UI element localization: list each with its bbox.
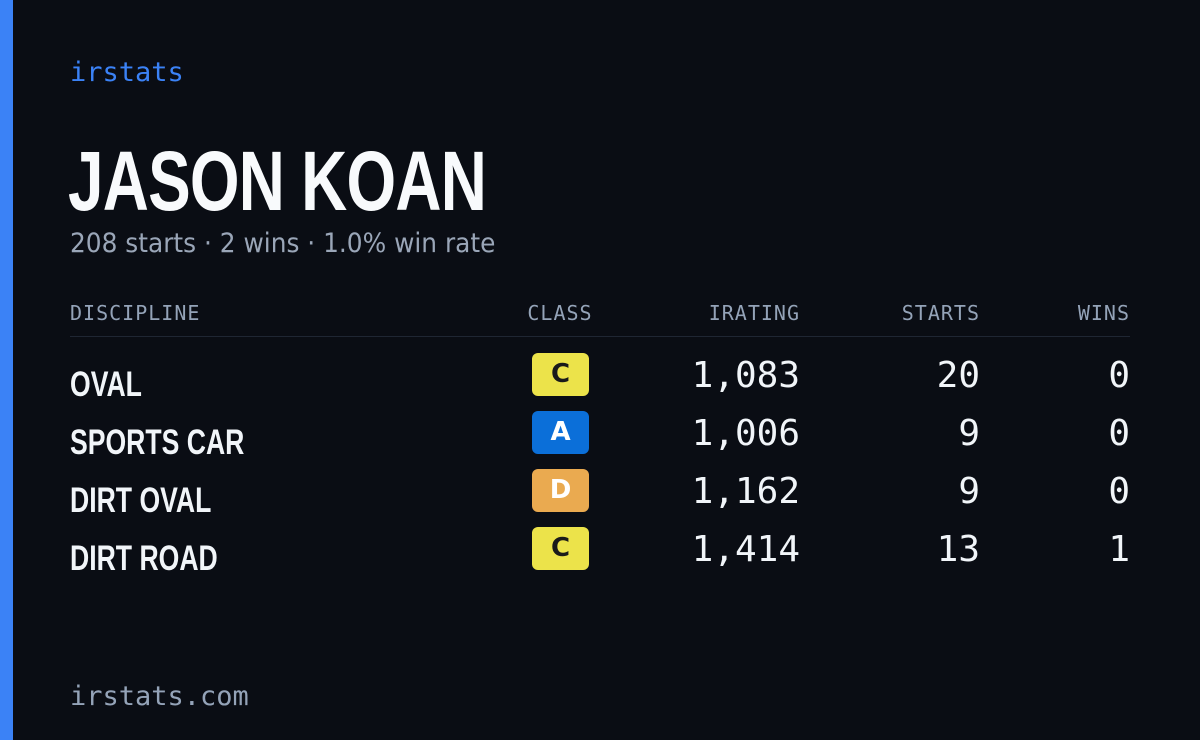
table-row: DIRT ROAD C 1,414 13 1	[70, 527, 1130, 585]
discipline-cell: SPORTS CAR	[70, 423, 245, 462]
discipline-cell: OVAL	[70, 365, 142, 404]
accent-bar	[0, 0, 13, 740]
table-body: OVAL C 1,083 20 0 SPORTS CAR A 1,006 9 0…	[70, 337, 1130, 585]
driver-summary: 208 starts · 2 wins · 1.0% win rate	[70, 228, 496, 259]
class-badge: C	[532, 353, 589, 396]
header-discipline: DISCIPLINE	[70, 301, 201, 325]
wins-cell: 0	[1108, 471, 1130, 512]
irating-cell: 1,162	[691, 471, 800, 512]
discipline-cell: DIRT ROAD	[70, 539, 218, 578]
header-irating: IRATING	[708, 301, 800, 325]
table-header: DISCIPLINE CLASS IRATING STARTS WINS	[70, 296, 1130, 337]
stats-table: DISCIPLINE CLASS IRATING STARTS WINS OVA…	[70, 296, 1130, 585]
starts-cell: 9	[958, 471, 980, 512]
header-starts: STARTS	[901, 301, 980, 325]
table-row: OVAL C 1,083 20 0	[70, 353, 1130, 411]
wins-cell: 0	[1108, 355, 1130, 396]
driver-name: JASON KOAN	[68, 134, 487, 228]
class-badge: A	[532, 411, 589, 454]
irating-cell: 1,006	[691, 413, 800, 454]
header-wins: WINS	[1077, 301, 1130, 325]
irating-cell: 1,083	[691, 355, 800, 396]
starts-cell: 20	[936, 355, 980, 396]
table-row: SPORTS CAR A 1,006 9 0	[70, 411, 1130, 469]
brand-logo: irstats	[70, 57, 184, 88]
starts-cell: 13	[936, 529, 980, 570]
wins-cell: 0	[1108, 413, 1130, 454]
header-class: CLASS	[527, 301, 593, 325]
discipline-cell: DIRT OVAL	[70, 481, 212, 520]
class-badge: C	[532, 527, 589, 570]
table-row: DIRT OVAL D 1,162 9 0	[70, 469, 1130, 527]
footer-url: irstats.com	[70, 681, 249, 712]
class-badge: D	[532, 469, 589, 512]
irating-cell: 1,414	[691, 529, 800, 570]
wins-cell: 1	[1108, 529, 1130, 570]
starts-cell: 9	[958, 413, 980, 454]
